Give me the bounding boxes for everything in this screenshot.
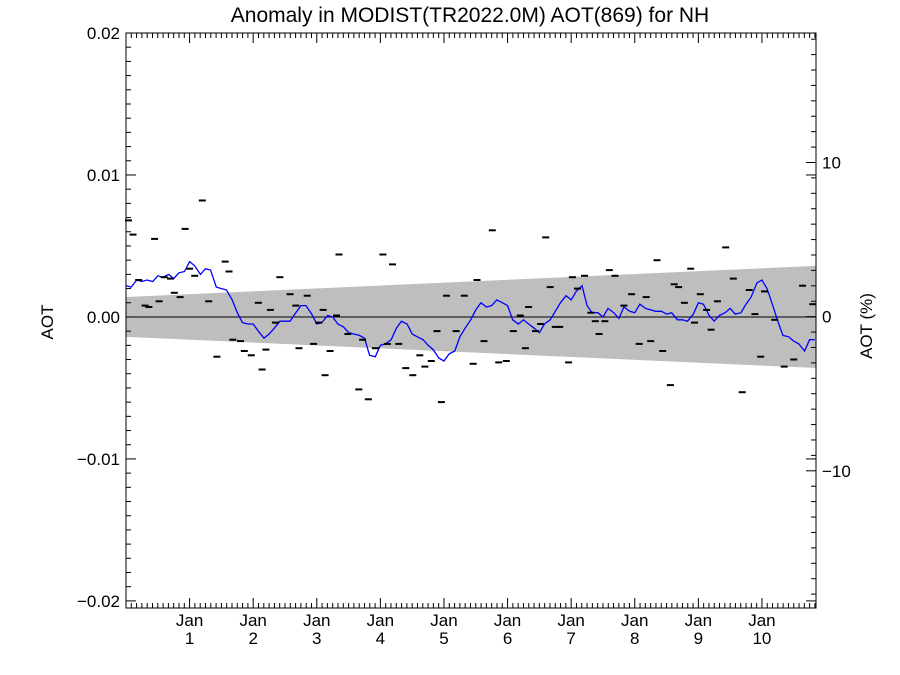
axis-ticks (125, 32, 816, 608)
anomaly-line (125, 260, 815, 362)
x-tick-label-year: 1 (185, 629, 194, 648)
x-tick-label-year: 10 (752, 629, 771, 648)
y-right-tick-label: 10 (822, 153, 841, 172)
x-tick-label-month: Jan (494, 611, 521, 630)
x-tick-label-year: 2 (248, 629, 257, 648)
y-axis-label-right: AOT (%) (857, 293, 876, 359)
y-right-tick-label: −10 (822, 462, 851, 481)
x-tick-label-year: 9 (694, 629, 703, 648)
anomaly-markers (125, 199, 817, 404)
x-tick-label-month: Jan (367, 611, 394, 630)
x-tick-label-year: 4 (376, 629, 385, 648)
x-tick-label-month: Jan (685, 611, 712, 630)
y-tick-label: 0.00 (87, 308, 120, 327)
x-tick-label-year: 5 (439, 629, 448, 648)
x-tick-label-month: Jan (430, 611, 457, 630)
plot-frame (125, 32, 817, 609)
y-tick-label: 0.01 (87, 166, 120, 185)
y-axis-label-left: AOT (38, 305, 57, 340)
x-tick-label-month: Jan (557, 611, 584, 630)
x-tick-label-month: Jan (621, 611, 648, 630)
plot-layer (125, 199, 817, 404)
y-right-tick-label: 0 (822, 308, 831, 327)
axis-tick-labels: 0.020.010.00−0.01−0.02100−10Jan1Jan2Jan3… (77, 24, 851, 648)
x-tick-label-month: Jan (303, 611, 330, 630)
x-tick-label-year: 3 (312, 629, 321, 648)
y-tick-label: −0.01 (77, 450, 120, 469)
y-tick-label: −0.02 (77, 592, 120, 611)
x-tick-label-month: Jan (748, 611, 775, 630)
y-tick-label: 0.02 (87, 24, 120, 43)
x-tick-label-month: Jan (176, 611, 203, 630)
x-tick-label-year: 7 (566, 629, 575, 648)
x-tick-label-year: 8 (630, 629, 639, 648)
x-tick-label-year: 6 (503, 629, 512, 648)
x-tick-label-month: Jan (239, 611, 266, 630)
chart-title: Anomaly in MODIST(TR2022.0M) AOT(869) fo… (231, 4, 709, 27)
